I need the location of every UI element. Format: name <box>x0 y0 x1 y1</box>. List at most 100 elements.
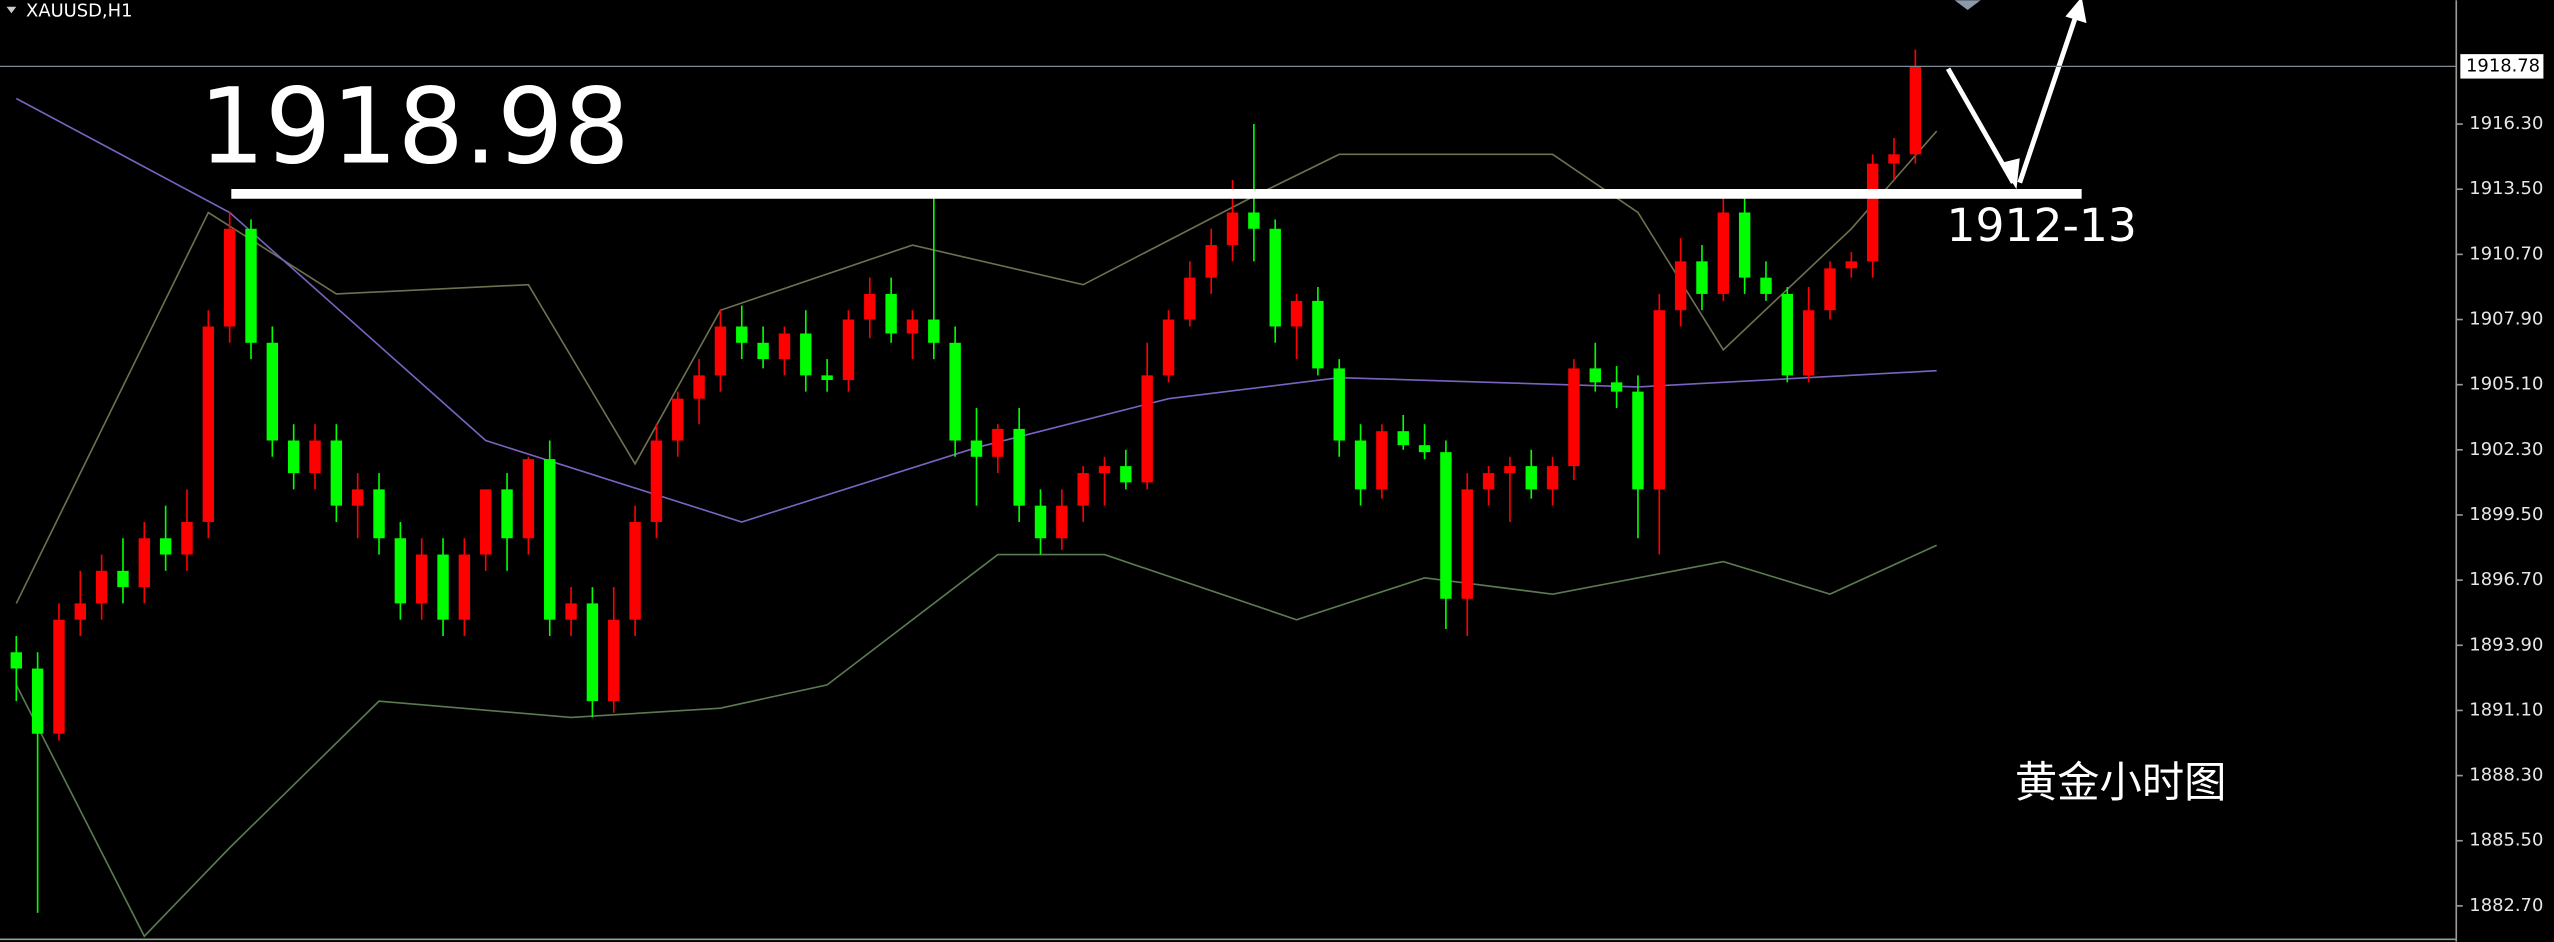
candle-body <box>1034 505 1047 539</box>
candle-body <box>1781 293 1794 376</box>
candle-body <box>394 538 407 604</box>
candle-body <box>437 554 449 620</box>
candle-body <box>522 459 535 539</box>
candle-body <box>1546 466 1559 490</box>
candle-body <box>1312 300 1324 369</box>
y-tick-label: 1888.30 <box>2469 765 2543 786</box>
candle-body <box>138 538 151 588</box>
candle-body <box>373 489 385 539</box>
candle-body <box>1504 466 1516 474</box>
current-price-box <box>2458 52 2546 81</box>
candle-body <box>266 342 279 441</box>
candle-body <box>1397 431 1409 446</box>
candle-body <box>223 228 236 327</box>
candle-body <box>1760 277 1772 294</box>
candle-body <box>1077 473 1089 506</box>
candle-body <box>1376 431 1388 490</box>
candle-body <box>1098 466 1111 474</box>
candle-body <box>74 603 87 620</box>
candle-body <box>1824 268 1836 311</box>
candle-body <box>351 489 364 506</box>
arrow-head <box>2065 0 2087 24</box>
indicator-line <box>15 130 1938 604</box>
candle-body <box>31 668 44 734</box>
candle-body <box>970 440 983 457</box>
candle-body <box>650 440 663 522</box>
candle-body <box>821 375 833 381</box>
y-tick-label: 1902.30 <box>2469 439 2543 460</box>
candle-body <box>1717 212 1729 294</box>
candle-body <box>1866 163 1879 262</box>
level-label: 1912-13 <box>1946 199 2137 252</box>
candle-body <box>117 570 129 588</box>
y-tick-label: 1882.70 <box>2469 895 2543 916</box>
candle-body <box>95 570 108 604</box>
candle-body <box>245 228 257 343</box>
candle-body <box>309 440 321 474</box>
candle-body <box>1909 66 1922 155</box>
candle-body <box>586 603 599 702</box>
y-tick-label: 1913.50 <box>2469 178 2543 199</box>
candles <box>10 49 1922 913</box>
candle-body <box>1802 310 1815 376</box>
candle-body <box>416 554 428 604</box>
candle-body <box>1184 277 1196 320</box>
candle-body <box>608 619 620 702</box>
candle-body <box>778 333 791 360</box>
candle-body <box>287 440 300 474</box>
y-tick-label: 1916.30 <box>2469 113 2543 134</box>
price-annotation: 1918.98 <box>199 66 630 188</box>
arrow-up <box>2017 12 2080 184</box>
candle-body <box>1461 489 1473 599</box>
candle-body <box>480 489 492 555</box>
candle-body <box>842 319 855 381</box>
candle-body <box>1120 466 1132 483</box>
candle-body <box>159 538 172 555</box>
candle-body <box>1738 212 1751 278</box>
candle-body <box>1290 300 1303 327</box>
marker <box>1954 0 1981 11</box>
y-tick-label: 1891.10 <box>2469 699 2543 720</box>
candle-body <box>1056 505 1068 539</box>
candle-body <box>1888 154 1900 164</box>
candle-body <box>1482 473 1495 490</box>
candle-body <box>928 319 940 343</box>
candle-body <box>1525 466 1537 490</box>
candle-body <box>1226 212 1239 246</box>
candle-body <box>1141 375 1153 483</box>
candle-body <box>1248 212 1260 229</box>
y-tick-label: 1885.50 <box>2469 830 2543 851</box>
arrow-head <box>2000 158 2020 190</box>
y-tick-label: 1896.70 <box>2469 569 2543 590</box>
y-tick-label: 1907.90 <box>2469 309 2543 330</box>
indicator-line <box>15 544 1938 938</box>
candle-body <box>1696 261 1708 294</box>
candle-body <box>1162 319 1175 376</box>
candle-body <box>202 326 215 522</box>
candle-body <box>501 489 513 539</box>
candle-body <box>1632 391 1644 490</box>
candle-body <box>53 619 65 734</box>
candle-body <box>736 326 748 343</box>
current-price-label: 1918.78 <box>2466 55 2540 76</box>
candle-body <box>885 293 897 334</box>
candle-body <box>565 603 577 620</box>
candle-body <box>1269 228 1281 327</box>
candle-body <box>1674 261 1687 311</box>
candle-body <box>1653 310 1665 490</box>
chart-caption: 黄金小时图 <box>2015 758 2227 807</box>
y-tick-label: 1910.70 <box>2469 243 2543 264</box>
candle-body <box>906 319 919 334</box>
candle-body <box>864 293 876 320</box>
menu-triangle[interactable] <box>6 6 17 14</box>
candle-body <box>330 440 343 506</box>
candle-body <box>1205 245 1217 278</box>
candle-body <box>1333 368 1345 441</box>
y-tick-label: 1893.90 <box>2469 634 2543 655</box>
candle-body <box>1610 382 1623 392</box>
candle-body <box>949 342 961 441</box>
candle-body <box>757 342 769 360</box>
candle-body <box>1568 368 1580 467</box>
candle-body <box>714 326 727 376</box>
